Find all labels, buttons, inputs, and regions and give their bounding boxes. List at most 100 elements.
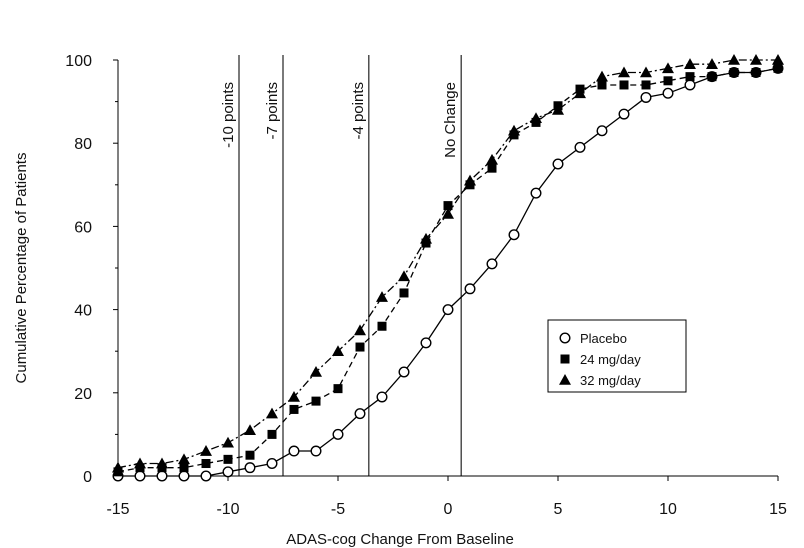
series-point bbox=[223, 454, 233, 464]
series-point bbox=[508, 229, 520, 241]
series-point bbox=[244, 424, 256, 436]
series-point bbox=[178, 470, 190, 482]
series-point bbox=[179, 463, 189, 473]
series-point bbox=[399, 288, 409, 298]
y-tick-label: 0 bbox=[83, 469, 92, 486]
series-point bbox=[156, 457, 168, 469]
reference-line-label: No Change bbox=[442, 82, 459, 158]
series-point bbox=[443, 201, 453, 211]
legend-label: 32 mg/day bbox=[580, 373, 641, 388]
series-point bbox=[596, 70, 608, 82]
series-point bbox=[332, 345, 344, 356]
series-point bbox=[244, 462, 256, 474]
y-tick-label: 60 bbox=[74, 219, 92, 236]
series-point bbox=[641, 80, 651, 90]
y-tick-label: 40 bbox=[74, 303, 92, 320]
series-point bbox=[310, 366, 322, 377]
legend-label: Placebo bbox=[580, 331, 627, 346]
series-point bbox=[530, 112, 542, 124]
series-point bbox=[772, 54, 784, 65]
series-point bbox=[354, 324, 366, 336]
series-point bbox=[332, 428, 344, 440]
series-point bbox=[552, 103, 564, 115]
series-point bbox=[200, 445, 212, 456]
reference-line-label: -7 points bbox=[264, 82, 281, 140]
series-point bbox=[706, 58, 718, 69]
legend-marker bbox=[559, 332, 571, 344]
series-point bbox=[729, 67, 739, 77]
series-point bbox=[662, 62, 674, 74]
series-point bbox=[376, 391, 388, 403]
series-point bbox=[355, 342, 365, 352]
series-point bbox=[640, 91, 652, 103]
series-point bbox=[266, 458, 278, 470]
series-point bbox=[377, 321, 387, 331]
legend-marker bbox=[560, 354, 570, 364]
legend: Placebo 24 mg/day 32 mg/day bbox=[547, 319, 687, 393]
x-tick-label: 15 bbox=[769, 501, 787, 518]
series-point bbox=[222, 436, 234, 448]
series-point bbox=[618, 66, 630, 78]
series-point bbox=[707, 72, 717, 82]
series-point bbox=[530, 187, 542, 199]
series-point bbox=[487, 163, 497, 173]
series-point bbox=[310, 445, 322, 457]
reference-line-label: -4 points bbox=[350, 82, 367, 140]
series-point bbox=[333, 384, 343, 394]
y-axis-title: Cumulative Percentage of Patients bbox=[13, 153, 30, 384]
series-point bbox=[640, 66, 652, 78]
series-point bbox=[289, 404, 299, 414]
series-point bbox=[266, 407, 278, 419]
legend-box bbox=[547, 319, 687, 393]
series-point bbox=[552, 158, 564, 170]
series-point bbox=[134, 457, 146, 469]
y-tick-label: 20 bbox=[74, 386, 92, 403]
series-point bbox=[619, 80, 629, 90]
x-tick-label: -15 bbox=[106, 501, 129, 518]
axis-ticks: -15 -10 -5 0 5 10 15 0 20 40 60 80 100 bbox=[65, 53, 787, 518]
legend-marker bbox=[559, 374, 571, 385]
series-point bbox=[684, 79, 696, 91]
series-point bbox=[245, 450, 255, 460]
series-point bbox=[574, 141, 586, 153]
x-tick-label: 0 bbox=[444, 501, 453, 518]
reference-line-label: -10 points bbox=[220, 82, 237, 148]
series-point bbox=[222, 466, 234, 478]
series-point bbox=[508, 124, 520, 136]
y-tick-label: 100 bbox=[65, 53, 92, 70]
x-axis-title: ADAS-cog Change From Baseline bbox=[286, 531, 514, 548]
series-point bbox=[663, 76, 673, 86]
x-tick-label: -10 bbox=[216, 501, 239, 518]
series-point bbox=[267, 429, 277, 439]
series-point bbox=[685, 72, 695, 82]
series-point bbox=[728, 54, 740, 65]
x-tick-label: -5 bbox=[331, 501, 345, 518]
series-point bbox=[420, 337, 432, 349]
series-point bbox=[486, 258, 498, 270]
series-point bbox=[597, 80, 607, 90]
series-layer bbox=[112, 54, 784, 482]
series-circle-open bbox=[112, 62, 784, 482]
series-point bbox=[750, 54, 762, 65]
x-tick-label: 10 bbox=[659, 501, 677, 518]
series-point bbox=[398, 270, 410, 282]
series-point bbox=[376, 291, 388, 302]
series-point bbox=[486, 153, 498, 165]
series-point bbox=[751, 67, 761, 77]
series-point bbox=[442, 207, 454, 219]
series-point bbox=[574, 87, 586, 99]
series-point bbox=[662, 87, 674, 99]
reference-lines: -10 points -7 points -4 points No Change bbox=[220, 55, 462, 476]
series-point bbox=[442, 304, 454, 316]
series-point bbox=[684, 58, 696, 69]
series-point bbox=[618, 108, 630, 120]
series-point bbox=[596, 125, 608, 137]
series-point bbox=[200, 470, 212, 482]
series-point bbox=[201, 459, 211, 469]
series-point bbox=[112, 461, 124, 473]
series-point bbox=[398, 366, 410, 378]
series-point bbox=[773, 63, 783, 73]
series-point bbox=[464, 283, 476, 295]
y-tick-label: 80 bbox=[74, 136, 92, 153]
